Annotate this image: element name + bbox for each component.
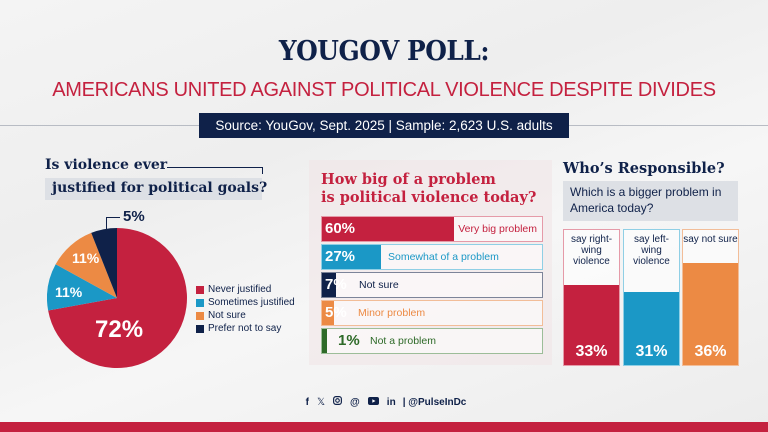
pie-chart — [47, 228, 187, 368]
page-title: YOUGOV POLL: — [278, 36, 490, 67]
columns-title: Who’s Responsible? — [563, 160, 725, 177]
bar-row-very-big: 60% Very big problem — [321, 216, 543, 242]
pie-label-sometimes: 11% — [55, 284, 83, 300]
legend-item: Prefer not to say — [196, 322, 295, 335]
pie-legend: Never justified Sometimes justified Not … — [196, 283, 295, 335]
pie-question-line1: Is violence ever — [45, 157, 168, 173]
youtube-icon[interactable] — [367, 396, 379, 408]
social-handle[interactable]: | @PulseInDc — [402, 396, 467, 408]
pie-leader-line — [106, 217, 120, 230]
pie-label-not-sure: 11% — [72, 250, 100, 266]
bar-row-not-a-problem: 1% Not a problem — [321, 328, 543, 354]
facebook-icon[interactable]: f — [305, 396, 309, 408]
bar-row-somewhat: 27% Somewhat of a problem — [321, 244, 543, 270]
pie-label-never: 72% — [95, 316, 144, 343]
threads-icon[interactable]: @ — [350, 396, 360, 408]
x-icon[interactable]: 𝕏 — [316, 396, 326, 408]
pie-slice-sometimes — [47, 264, 117, 311]
pie-slice-never — [48, 228, 187, 368]
columns-question: Which is a bigger problem in America tod… — [570, 185, 722, 215]
column-right-wing: say right-wing violence 33% — [563, 229, 620, 366]
legend-item: Never justified — [196, 283, 295, 296]
question-highlight — [45, 178, 262, 200]
social-footer: f 𝕏 @ in | @PulseInDc — [0, 396, 768, 408]
instagram-icon[interactable] — [333, 396, 342, 408]
pie-slice-prefer-not — [91, 228, 117, 298]
question-decor-line — [167, 167, 263, 174]
bar-row-not-sure: 7% Not sure — [321, 272, 543, 298]
legend-swatch — [196, 311, 204, 320]
footer-band — [0, 422, 768, 432]
legend-swatch — [196, 324, 204, 333]
pie-question-line2: justified for political goals? — [52, 180, 268, 196]
bar-question: How big of a problem is political violen… — [321, 171, 537, 206]
legend-swatch — [196, 285, 204, 294]
legend-swatch — [196, 298, 204, 307]
column-not-sure: say not sure 36% — [682, 229, 739, 366]
bar-row-minor: 5% Minor problem — [321, 300, 543, 326]
legend-item: Sometimes justified — [196, 296, 295, 309]
page-subtitle: AMERICANS UNITED AGAINST POLITICAL VIOLE… — [52, 79, 716, 101]
linkedin-icon[interactable]: in — [386, 396, 396, 408]
pie-slice-not-sure — [55, 232, 117, 298]
columns-question-box — [563, 181, 738, 221]
pie-label-prefer-not: 5% — [123, 208, 145, 225]
legend-item: Not sure — [196, 309, 295, 322]
column-left-wing: say left-wing violence 31% — [623, 229, 680, 366]
source-badge: Source: YouGov, Sept. 2025 | Sample: 2,6… — [199, 113, 569, 138]
